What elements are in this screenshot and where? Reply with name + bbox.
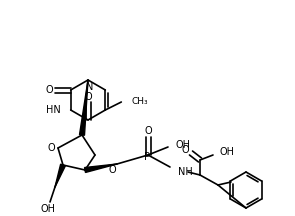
Text: OH: OH bbox=[220, 147, 235, 157]
Text: P: P bbox=[144, 152, 150, 162]
Text: O: O bbox=[46, 85, 53, 95]
Polygon shape bbox=[80, 80, 88, 135]
Text: OH: OH bbox=[176, 140, 191, 150]
Text: N: N bbox=[86, 82, 94, 92]
Polygon shape bbox=[55, 164, 65, 187]
Text: O: O bbox=[84, 92, 92, 102]
Text: O: O bbox=[181, 145, 189, 155]
Text: CH₃: CH₃ bbox=[131, 97, 148, 106]
Text: NH: NH bbox=[178, 167, 193, 177]
Text: O: O bbox=[108, 165, 116, 175]
Text: HN: HN bbox=[46, 105, 61, 115]
Text: O: O bbox=[144, 126, 152, 136]
Polygon shape bbox=[85, 164, 117, 172]
Text: O: O bbox=[47, 143, 55, 153]
Text: OH: OH bbox=[40, 204, 55, 214]
